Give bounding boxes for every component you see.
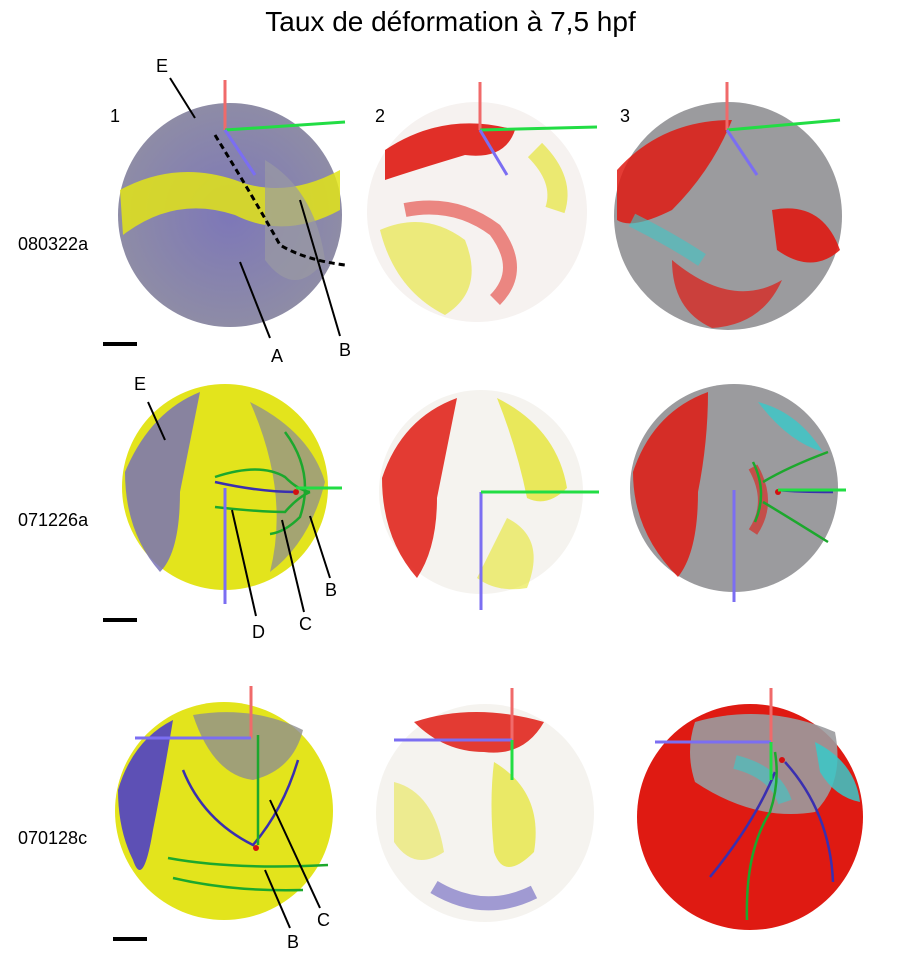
trace-green [745,751,778,921]
leader-E-row1 [169,77,196,119]
embryo-disc [376,704,594,922]
leader-E-row2 [147,401,166,441]
red-streak [403,200,517,305]
leader-D-row2 [231,509,257,617]
leader-C-row3 [269,799,321,909]
panel-r2-c3 [630,384,846,602]
panel-r1-c3 [614,82,842,330]
boundary-dashed-line [213,134,346,267]
grey-domain [250,402,325,572]
leader-C-row2 [281,519,305,613]
axis-green [726,118,841,132]
axis-green [224,120,346,132]
trace-green [167,856,329,868]
red-domain [772,208,840,263]
annotation-B-row2: B [325,580,338,600]
trace-purple [784,761,835,883]
panel-r3-c2 [376,688,594,922]
yellow-domain [491,762,536,867]
column-label-1: 1 [110,106,121,126]
red-streak [748,464,768,535]
panel-r3-c1 [115,686,333,920]
red-domain [382,398,457,578]
row-label-080322a: 080322a [18,234,89,254]
trace-green [751,461,763,523]
trace-green [214,490,311,514]
grey-domain [193,712,303,780]
annotation-B-row1: B [339,340,352,360]
yellow-domain [497,398,567,502]
axis-blue [478,129,509,176]
blue-domain [118,720,173,870]
trace-purple [181,759,300,847]
annotation-E-row1: E [156,56,169,76]
center-dot [293,489,299,495]
scale-bar-row1 [103,342,137,346]
cyan-streak [628,213,706,266]
column-label-3: 3 [620,106,631,126]
leader-B-row1 [299,199,341,337]
cyan-domain [758,402,823,452]
grey-domain [690,714,838,814]
center-dot [253,845,259,851]
trace-purple [709,771,777,878]
red-domain [633,392,708,577]
panel-r2-c2 [379,390,599,610]
panel-r3-c3 [637,688,863,930]
yellow-domain [380,222,472,315]
red-domain [672,260,782,328]
trace-purple [214,480,296,494]
annotation-C-row2: C [299,614,312,634]
annotation-A-row1: A [271,346,284,366]
axis-blue [223,129,257,176]
red-domain [385,123,515,180]
axis-blue [725,129,759,176]
row-label-071226a: 071226a [18,510,89,530]
panel-r1-c1 [118,80,346,327]
trace-green [214,468,311,494]
trace-green [172,876,304,892]
trace-green [762,500,829,544]
axis-green [479,125,598,132]
leader-A-row1 [239,261,271,339]
yellow-domain [477,518,534,590]
grey-domain [265,160,325,280]
panel-r1-c2 [367,82,598,322]
violet-domain [125,392,200,572]
red-domain [617,120,732,224]
cyan-streak [733,755,792,805]
yellow-domain [394,782,444,860]
trace-green [762,450,829,484]
annotation-B-row3: B [287,932,300,952]
column-label-2: 2 [375,106,386,126]
scale-bar-row2 [103,618,137,622]
yellow-patch [527,142,568,214]
scale-bar-row3 [113,937,147,941]
cyan-domain [815,742,860,802]
blue-streak [430,880,538,911]
leader-B-row2 [309,515,331,579]
panel-r2-c1 [122,384,342,604]
center-dot [779,757,785,763]
figure-title: Taux de déformation à 7,5 hpf [265,6,636,37]
leader-B-row3 [264,869,291,929]
annotation-E-row2: E [134,374,147,394]
trace-green [269,431,307,536]
annotation-C-row3: C [317,910,330,930]
annotation-D-row2: D [252,622,265,642]
row-label-070128c: 070128c [18,828,88,848]
